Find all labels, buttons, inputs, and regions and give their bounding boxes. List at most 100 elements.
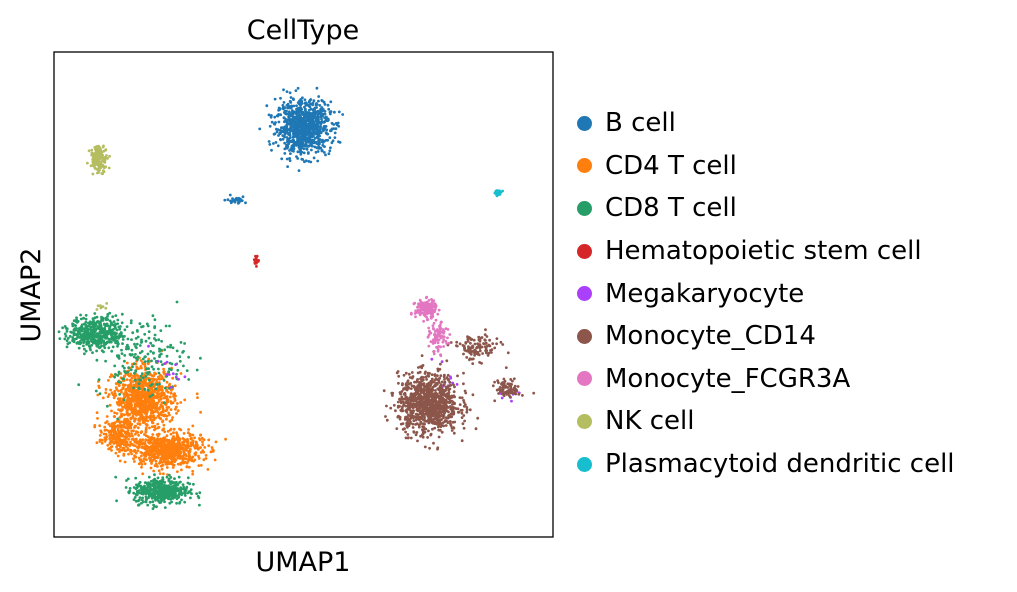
data-point — [438, 402, 441, 406]
data-point — [435, 406, 439, 410]
data-point — [126, 393, 129, 396]
data-point — [154, 438, 158, 442]
data-point — [146, 352, 150, 356]
data-point — [119, 381, 123, 384]
data-point — [157, 432, 161, 436]
data-point — [412, 398, 416, 402]
data-point — [182, 456, 186, 460]
data-point — [416, 378, 419, 381]
data-point — [99, 322, 102, 326]
data-point — [285, 112, 288, 116]
data-point — [318, 104, 322, 107]
data-point — [291, 111, 294, 115]
data-point — [147, 452, 151, 455]
data-point — [139, 411, 143, 415]
data-point — [187, 428, 191, 431]
data-point — [207, 444, 211, 448]
data-point — [77, 346, 81, 350]
data-point — [123, 328, 127, 332]
data-point — [297, 169, 301, 173]
data-point — [169, 428, 172, 432]
data-point — [155, 505, 158, 509]
data-point — [178, 500, 182, 504]
data-point — [326, 132, 329, 136]
data-point — [162, 423, 166, 427]
data-point — [409, 392, 413, 396]
data-point — [152, 469, 156, 473]
data-point — [143, 362, 147, 366]
data-point — [419, 422, 422, 426]
data-point — [137, 413, 141, 416]
data-point — [129, 382, 133, 386]
data-point — [282, 88, 285, 92]
data-point — [437, 423, 440, 427]
data-point — [134, 455, 138, 459]
data-point — [438, 421, 442, 425]
data-point — [163, 348, 167, 352]
data-point — [163, 456, 167, 460]
data-point — [320, 140, 324, 144]
data-point — [83, 331, 87, 335]
data-point — [186, 476, 190, 480]
data-point — [180, 447, 184, 450]
data-point — [425, 378, 428, 381]
data-point — [401, 383, 404, 387]
data-point — [85, 342, 89, 346]
data-point — [126, 370, 130, 374]
data-point — [148, 491, 151, 495]
data-point — [111, 315, 115, 319]
data-point — [244, 201, 247, 205]
data-point — [93, 425, 97, 429]
data-point — [121, 383, 125, 387]
data-point — [308, 105, 312, 109]
data-point — [100, 441, 104, 445]
data-point — [315, 86, 319, 90]
data-point — [252, 258, 256, 262]
data-point — [425, 407, 429, 411]
data-point — [155, 442, 159, 446]
data-point — [449, 383, 453, 387]
data-point — [135, 365, 139, 369]
data-point — [79, 313, 82, 317]
data-point — [101, 318, 105, 321]
data-point — [181, 487, 185, 491]
data-point — [170, 444, 174, 448]
data-point — [68, 334, 72, 338]
data-point — [145, 458, 148, 462]
data-point — [391, 394, 394, 397]
data-point — [145, 423, 149, 427]
data-point — [157, 371, 161, 375]
data-point — [172, 392, 176, 396]
data-point — [143, 462, 147, 466]
data-point — [481, 352, 484, 355]
data-point — [141, 417, 145, 421]
data-point — [466, 337, 470, 341]
data-point — [483, 333, 487, 336]
data-point — [312, 122, 316, 125]
data-point — [95, 315, 99, 319]
data-point — [112, 431, 116, 435]
data-point — [101, 396, 105, 400]
data-point — [129, 321, 133, 325]
data-point — [78, 336, 81, 339]
data-point — [457, 410, 461, 414]
data-point — [436, 447, 439, 451]
data-point — [107, 447, 110, 451]
data-point — [160, 464, 164, 467]
data-point — [430, 421, 434, 425]
data-point — [147, 496, 150, 500]
data-point — [153, 493, 157, 497]
data-point — [302, 125, 306, 129]
data-point — [78, 329, 81, 333]
data-point — [147, 344, 150, 348]
data-point — [126, 443, 130, 447]
data-point — [325, 115, 328, 119]
data-point — [191, 472, 195, 476]
data-point — [121, 386, 125, 390]
data-point — [63, 325, 67, 328]
data-point — [320, 120, 323, 124]
data-point — [167, 478, 171, 482]
data-point — [116, 429, 120, 432]
data-point — [151, 433, 155, 436]
data-point — [110, 436, 114, 440]
